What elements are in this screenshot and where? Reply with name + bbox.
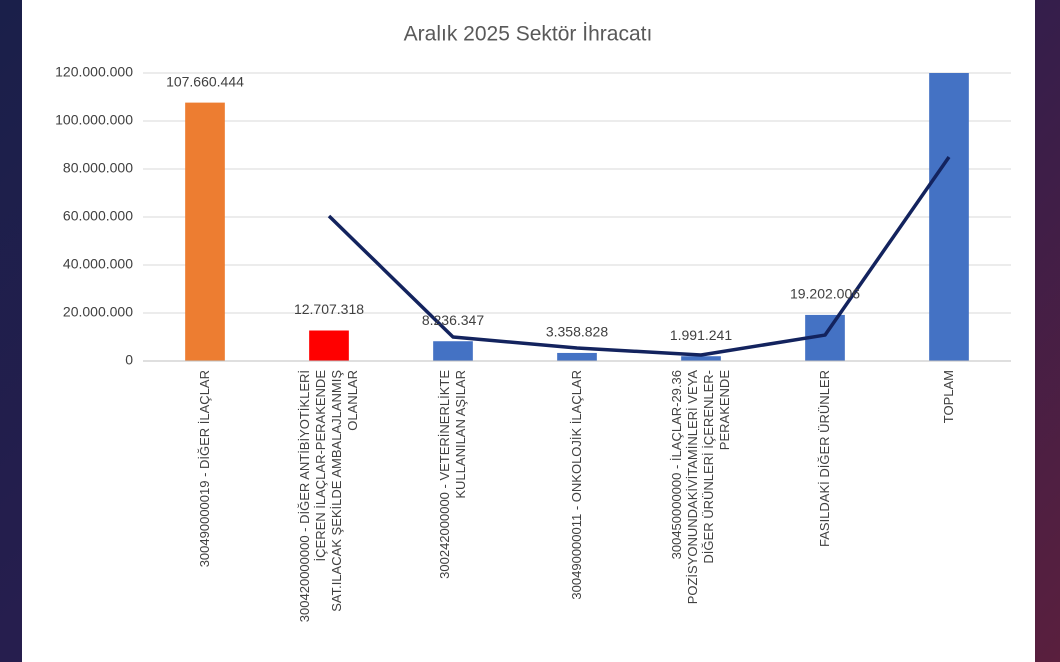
data-label: 12.707.318 xyxy=(294,301,364,317)
bar xyxy=(681,356,721,361)
x-tick-label: 300450000000 - İLAÇLAR-29.36 POZİSYONUND… xyxy=(669,370,732,605)
y-tick-label: 40.000.000 xyxy=(63,256,133,272)
data-label: 8.236.347 xyxy=(422,312,484,328)
x-tick-label: 300420000000 - DİĞER ANTİBİYOTİKLERİ İÇE… xyxy=(297,370,360,623)
y-tick-label: 20.000.000 xyxy=(63,304,133,320)
x-tick-label: 300490000019 - DİĞER İLAÇLAR xyxy=(197,370,212,568)
plot-area xyxy=(185,73,969,362)
chart-title: Aralık 2025 Sektör İhracatı xyxy=(404,23,653,46)
bar xyxy=(433,341,473,361)
bar xyxy=(309,330,349,361)
y-tick-label: 0 xyxy=(125,352,133,368)
x-tick-label: FASILDAKİ DİĞER ÜRÜNLER xyxy=(817,370,832,547)
y-tick-label: 100.000.000 xyxy=(55,112,133,128)
y-tick-label: 80.000.000 xyxy=(63,160,133,176)
bar xyxy=(929,73,969,361)
x-tick-label: TOPLAM xyxy=(941,370,956,424)
data-label: 1.991.241 xyxy=(670,327,732,343)
data-label: 3.358.828 xyxy=(546,324,608,340)
x-tick-label: 300242000000 - VETERİNERLİKTE KULLANILAN… xyxy=(437,370,468,579)
bar xyxy=(185,102,225,362)
line xyxy=(327,155,951,357)
data-label: 107.660.444 xyxy=(166,73,244,89)
data-label: 19.202.006 xyxy=(790,286,860,302)
y-tick-label: 60.000.000 xyxy=(63,208,133,224)
y-tick-label: 120.000.000 xyxy=(55,64,133,80)
x-tick-label: 300490000011 - ONKOLOJİK İLAÇLAR xyxy=(569,370,584,600)
bar xyxy=(557,352,597,361)
